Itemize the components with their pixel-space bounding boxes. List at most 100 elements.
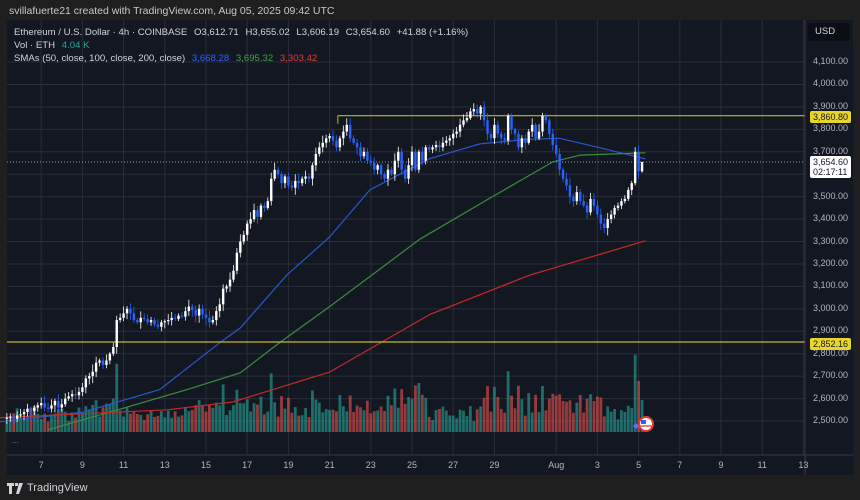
volume-bar	[204, 411, 208, 432]
candle	[537, 124, 541, 141]
volume-bar	[290, 412, 294, 432]
candle	[640, 161, 644, 173]
candle	[458, 118, 462, 138]
candle	[541, 112, 544, 137]
candle	[486, 113, 489, 141]
candle-body	[331, 136, 335, 141]
volume-bar	[599, 397, 603, 432]
volume-bar	[513, 408, 517, 432]
candle-body	[239, 241, 242, 253]
us-flag-icon[interactable]	[633, 416, 654, 432]
candle-body	[173, 317, 177, 319]
candle-body	[249, 219, 252, 224]
candle-body	[551, 133, 554, 146]
time-tick: 19	[283, 460, 294, 470]
candle-body	[304, 176, 307, 179]
volume-bar	[458, 409, 462, 432]
volume-bar	[149, 410, 153, 432]
candle	[194, 305, 197, 323]
candle-body	[19, 414, 22, 416]
volume-bar	[115, 363, 119, 432]
price-tick: 2,900.00	[813, 325, 849, 336]
candle	[462, 114, 465, 128]
candle-body	[530, 124, 534, 132]
candle-body	[589, 198, 592, 213]
price-tick: 3,500.00	[813, 190, 849, 201]
volume-bar	[633, 354, 637, 432]
time-tick: 17	[242, 460, 253, 470]
candle	[235, 247, 239, 275]
volume-bar	[596, 396, 599, 432]
currency-button[interactable]: USD	[808, 23, 850, 41]
candle	[393, 153, 397, 181]
candle	[328, 133, 331, 143]
chart-panel[interactable]	[7, 20, 853, 475]
volume-bar	[180, 415, 184, 432]
candle-body	[132, 313, 136, 321]
candle	[500, 131, 503, 145]
volume-bar	[194, 405, 198, 432]
volume-bar	[444, 410, 448, 432]
volume-legend[interactable]: Vol · ETH 4.04 K	[14, 40, 93, 51]
candle-body	[201, 308, 204, 315]
volume-bar	[592, 401, 596, 432]
candle	[585, 202, 589, 219]
candle-body	[558, 154, 561, 170]
time-tick: 27	[448, 460, 459, 470]
candle-body	[125, 308, 129, 314]
volume-bar	[122, 416, 125, 432]
time-tick: 7	[38, 460, 44, 470]
candle	[565, 172, 568, 191]
candle-body	[482, 106, 486, 121]
candle-body	[362, 151, 366, 157]
candle-body	[276, 169, 280, 175]
candle-body	[163, 321, 166, 323]
candle	[215, 306, 218, 326]
symbol-legend[interactable]: Ethereum / U.S. Dollar · 4h · COINBASE O…	[14, 27, 472, 38]
candle	[465, 112, 469, 123]
candle	[33, 405, 36, 416]
volume-bar	[63, 411, 67, 432]
candle	[81, 383, 84, 397]
candle	[386, 164, 390, 186]
volume-bar	[5, 422, 9, 432]
candle-body	[115, 320, 118, 347]
candle-body	[287, 176, 290, 186]
volume-bar	[190, 409, 194, 432]
candle-body	[609, 214, 613, 220]
footer-brand[interactable]: TradingView	[7, 482, 88, 494]
candle-body	[5, 417, 9, 419]
volume-bar	[153, 416, 156, 432]
volume-bar	[362, 410, 366, 432]
candle-body	[91, 371, 94, 377]
volume-bar	[125, 407, 129, 432]
price-change: +41.88 (+1.16%)	[396, 27, 469, 38]
candle	[211, 315, 215, 325]
candle-body	[9, 416, 12, 418]
sma-legend[interactable]: SMAs (50, close, 100, close, 200, close)…	[14, 53, 321, 64]
volume-bar	[338, 395, 342, 432]
candle-body	[242, 234, 245, 242]
candle	[98, 358, 101, 367]
candle	[125, 306, 129, 320]
sma-line-sma100	[47, 152, 646, 431]
volume-bar	[551, 393, 555, 432]
time-tick: 9	[79, 460, 85, 470]
candle	[345, 118, 348, 136]
candle	[273, 162, 276, 182]
volume-bar	[359, 407, 362, 432]
candle-body	[640, 161, 644, 172]
time-tick: 5	[636, 460, 642, 470]
candle-body	[438, 145, 441, 148]
chart-attribution: svillafuerte21 created with TradingView.…	[9, 5, 335, 17]
volume-bar	[383, 410, 386, 432]
volume-bar	[22, 419, 26, 432]
candle	[527, 129, 530, 145]
candle-body	[94, 362, 98, 372]
more-options-button[interactable]: ...	[12, 436, 19, 445]
candle	[156, 319, 160, 330]
candle	[314, 147, 318, 171]
volume-label: Vol · ETH	[14, 40, 56, 51]
volume-bar	[482, 397, 486, 432]
